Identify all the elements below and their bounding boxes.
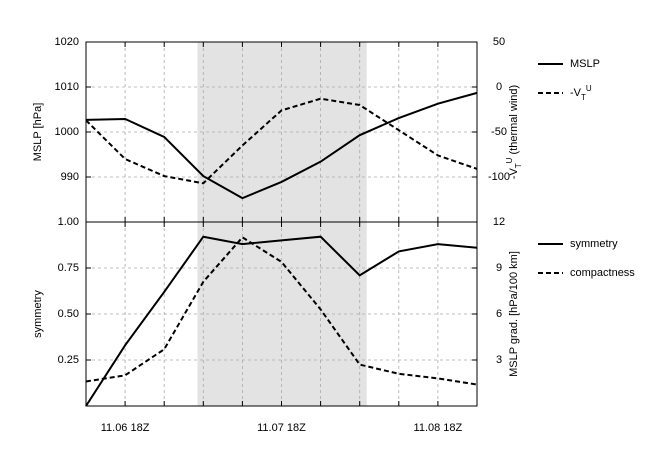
- legend-label-main: -V: [570, 87, 582, 99]
- x-tick-label: 11.08 18Z: [414, 422, 463, 434]
- y2-axis-label-rest: (thermal wind): [508, 85, 520, 158]
- y-axis-label: MSLP [hPa]: [32, 103, 44, 162]
- y-tick-label: 0.50: [58, 308, 79, 320]
- y2-tick-label: -50: [491, 126, 507, 138]
- y-tick-label: 0.25: [58, 354, 79, 366]
- y2-tick-label: 0: [496, 81, 502, 93]
- y-tick-label: 1000: [55, 126, 79, 138]
- y2-axis-label-main: -V: [508, 168, 520, 180]
- y2-axis-label-main: MSLP grad. [hPa/100 km]: [508, 251, 520, 377]
- y2-tick-label: 3: [496, 354, 502, 366]
- legend-label-sup: U: [586, 84, 592, 93]
- y2-tick-label: 12: [493, 216, 505, 228]
- x-tick-label: 11.06 18Z: [101, 422, 150, 434]
- y2-tick-label: 9: [496, 262, 502, 274]
- highlight-band: [197, 42, 367, 222]
- y2-tick-label: 50: [493, 36, 505, 48]
- y-tick-label: 990: [61, 171, 79, 183]
- legend-label-main: compactness: [570, 267, 635, 279]
- series-line: [85, 236, 478, 386]
- x-tick-label: 11.07 18Z: [257, 422, 306, 434]
- y2-axis-label: -VTU (thermal wind): [505, 85, 523, 179]
- y2-tick-label: -100: [488, 171, 510, 183]
- series-line: [85, 91, 478, 200]
- highlight-band: [197, 222, 367, 406]
- y-tick-label: 1010: [55, 81, 79, 93]
- y-tick-label: 1.00: [58, 216, 79, 228]
- legend-label-sub: T: [581, 93, 586, 102]
- plot-frame: [85, 221, 478, 407]
- y2-axis-label-sup: U: [505, 157, 514, 163]
- legend-label: compactness: [570, 267, 635, 279]
- y-tick-label: 0.75: [58, 262, 79, 274]
- legend-label-main: symmetry: [570, 238, 618, 250]
- y2-axis-label-sub: T: [514, 163, 523, 168]
- series-line: [85, 235, 478, 407]
- legend-label-main: MSLP: [570, 58, 600, 70]
- y-axis-label: symmetry: [32, 290, 44, 338]
- legend-label: -VTU: [570, 84, 592, 102]
- y-tick-label: 1020: [55, 36, 79, 48]
- y2-tick-label: 6: [496, 308, 502, 320]
- series-line: [85, 97, 478, 185]
- legend-label: MSLP: [570, 58, 600, 70]
- legend-label: symmetry: [570, 238, 618, 250]
- y2-axis-label: MSLP grad. [hPa/100 km]: [508, 251, 520, 377]
